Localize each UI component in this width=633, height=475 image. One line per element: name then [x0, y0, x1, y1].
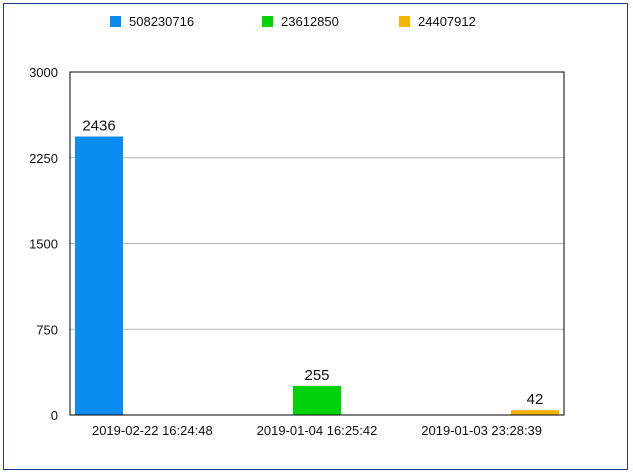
- x-tick-label: 2019-02-22 16:24:48: [92, 423, 213, 438]
- legend-label: 23612850: [281, 14, 339, 29]
- bar-23612850: [293, 385, 341, 415]
- y-tick-label: 750: [36, 322, 58, 337]
- plot-area-border: [69, 71, 565, 416]
- y-tick-label: 3000: [29, 65, 58, 80]
- legend-swatch: [399, 16, 410, 27]
- y-tick-label: 0: [51, 408, 58, 423]
- legend-item[interactable]: 23612850: [262, 14, 339, 29]
- bar-24407912: [511, 410, 559, 415]
- data-label: 2436: [82, 117, 115, 134]
- bars: 2436 255 42: [75, 117, 559, 415]
- legend-swatch: [262, 16, 273, 27]
- x-tick-label: 2019-01-03 23:28:39: [421, 423, 542, 438]
- x-axis: 2019-02-22 16:24:48 2019-01-04 16:25:42 20…: [92, 423, 542, 438]
- legend-label: 508230716: [129, 14, 194, 29]
- legend-label: 24407912: [418, 14, 476, 29]
- y-tick-label: 1500: [29, 237, 58, 252]
- legend-item[interactable]: 508230716: [110, 14, 194, 29]
- y-tick-label: 2250: [29, 151, 58, 166]
- bar-508230716: [75, 136, 123, 415]
- legend-swatch: [110, 16, 121, 27]
- y-axis: 0 750 1500 2250 3000: [29, 65, 58, 423]
- legend-item[interactable]: 24407912: [399, 14, 476, 29]
- x-tick-label: 2019-01-04 16:25:42: [257, 423, 378, 438]
- data-label: 255: [304, 367, 329, 384]
- legend: 508230716 23612850 24407912: [110, 14, 476, 29]
- gridlines: [70, 157, 564, 330]
- data-label: 42: [527, 391, 544, 408]
